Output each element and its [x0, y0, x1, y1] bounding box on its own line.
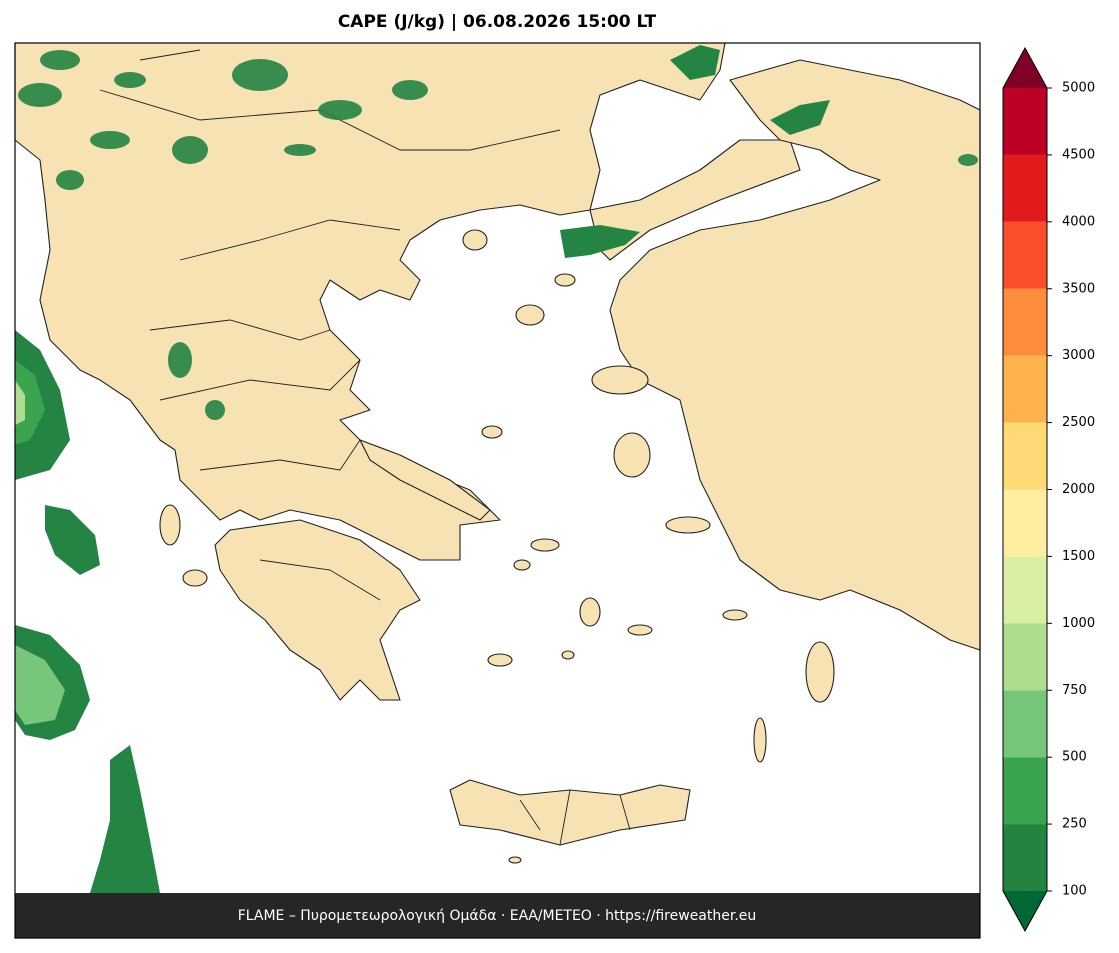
- island: [462, 229, 488, 251]
- cape-area: [284, 144, 316, 156]
- colorbar-band: [1003, 556, 1047, 624]
- island: [554, 273, 576, 287]
- cape-area: [670, 45, 720, 80]
- island: [530, 538, 560, 552]
- cape-area: [90, 745, 160, 893]
- cape-area: [40, 50, 80, 70]
- cape-area: [392, 80, 428, 100]
- cape-area: [114, 72, 146, 88]
- island: [722, 609, 748, 621]
- cape-area: [205, 400, 225, 420]
- colorbar-band: [1003, 623, 1047, 691]
- colorbar-over: [1003, 48, 1047, 88]
- colorbar-band: [1003, 489, 1047, 557]
- region-border: [519, 799, 541, 831]
- island: [481, 425, 503, 439]
- island: [579, 597, 601, 627]
- island: [665, 516, 711, 534]
- region-border: [139, 49, 201, 61]
- colorbar-band: [1003, 355, 1047, 423]
- map-frame: [14, 42, 981, 939]
- island: [753, 717, 767, 763]
- cape-area: [15, 360, 45, 445]
- colorbar-tick-label: 1500: [1062, 549, 1095, 564]
- cape-area: [232, 59, 288, 91]
- evia: [359, 439, 491, 521]
- cape-area: [15, 645, 65, 725]
- cape-area: [958, 154, 978, 166]
- island: [613, 432, 651, 478]
- island: [591, 365, 649, 395]
- colorbar-tick-label: 1000: [1062, 616, 1095, 631]
- cape-area: [172, 136, 208, 164]
- island: [627, 624, 653, 636]
- region-border: [619, 794, 631, 831]
- colorbar-tick-label: 3000: [1062, 348, 1095, 363]
- cape-area: [45, 505, 100, 575]
- colorbar: 100 250 500 750 1000 1500 2000 2500 3000 3500 4000…: [1002, 46, 1095, 933]
- cape-area: [770, 100, 830, 135]
- colorbar-band: [1003, 757, 1047, 825]
- cape-area: [318, 100, 362, 120]
- island: [159, 504, 181, 546]
- colorbar-under: [1003, 891, 1047, 931]
- colorbar-tick-label: 750: [1062, 683, 1087, 698]
- colorbar-tick-label: 100: [1062, 884, 1087, 899]
- region-border: [199, 439, 361, 471]
- island: [805, 641, 835, 703]
- colorbar-band: [1003, 221, 1047, 289]
- colorbar-tick-label: 3500: [1062, 281, 1095, 296]
- colorbar-tick-label: 250: [1062, 817, 1087, 832]
- island: [487, 653, 513, 667]
- region-border: [99, 89, 561, 151]
- island: [513, 559, 531, 571]
- colorbar-band: [1003, 154, 1047, 222]
- map-title: CAPE (J/kg) | 06.08.2026 15:00 LT: [338, 12, 657, 32]
- colorbar-tick-label: 4000: [1062, 214, 1095, 229]
- region-border: [179, 219, 401, 261]
- region-border: [149, 319, 331, 341]
- island: [182, 569, 208, 587]
- colorbar-band: [1003, 690, 1047, 758]
- region-border: [259, 559, 381, 601]
- crete: [449, 779, 691, 846]
- colorbar-band: [1003, 288, 1047, 356]
- cape-area: [90, 131, 130, 149]
- colorbar-tick-label: 2000: [1062, 482, 1095, 497]
- colorbar-tick-label: 4500: [1062, 147, 1095, 162]
- colorbar-tick-label: 500: [1062, 750, 1087, 765]
- region-border: [159, 359, 361, 401]
- cape-area: [560, 225, 640, 258]
- island: [561, 650, 575, 660]
- cape-area: [15, 380, 25, 425]
- cape-area: [56, 170, 84, 190]
- colorbar-tick-label: 5000: [1062, 81, 1095, 96]
- thrace: [589, 139, 801, 261]
- colorbar-tick-label: 2500: [1062, 415, 1095, 430]
- cape-area: [168, 342, 192, 378]
- region-border: [559, 789, 571, 846]
- peloponnese: [214, 519, 421, 701]
- island: [515, 304, 545, 326]
- cape-area: [18, 83, 62, 107]
- footer-text: FLAME – Πυρομετεωρολογική Ομάδα · ΕΑΑ/ME…: [238, 908, 757, 924]
- footer-band: [15, 893, 980, 938]
- island: [508, 856, 522, 864]
- map-area: [14, 42, 981, 893]
- colorbar-band: [1003, 824, 1047, 891]
- colorbar-band: [1003, 422, 1047, 490]
- colorbar-band: [1003, 88, 1047, 155]
